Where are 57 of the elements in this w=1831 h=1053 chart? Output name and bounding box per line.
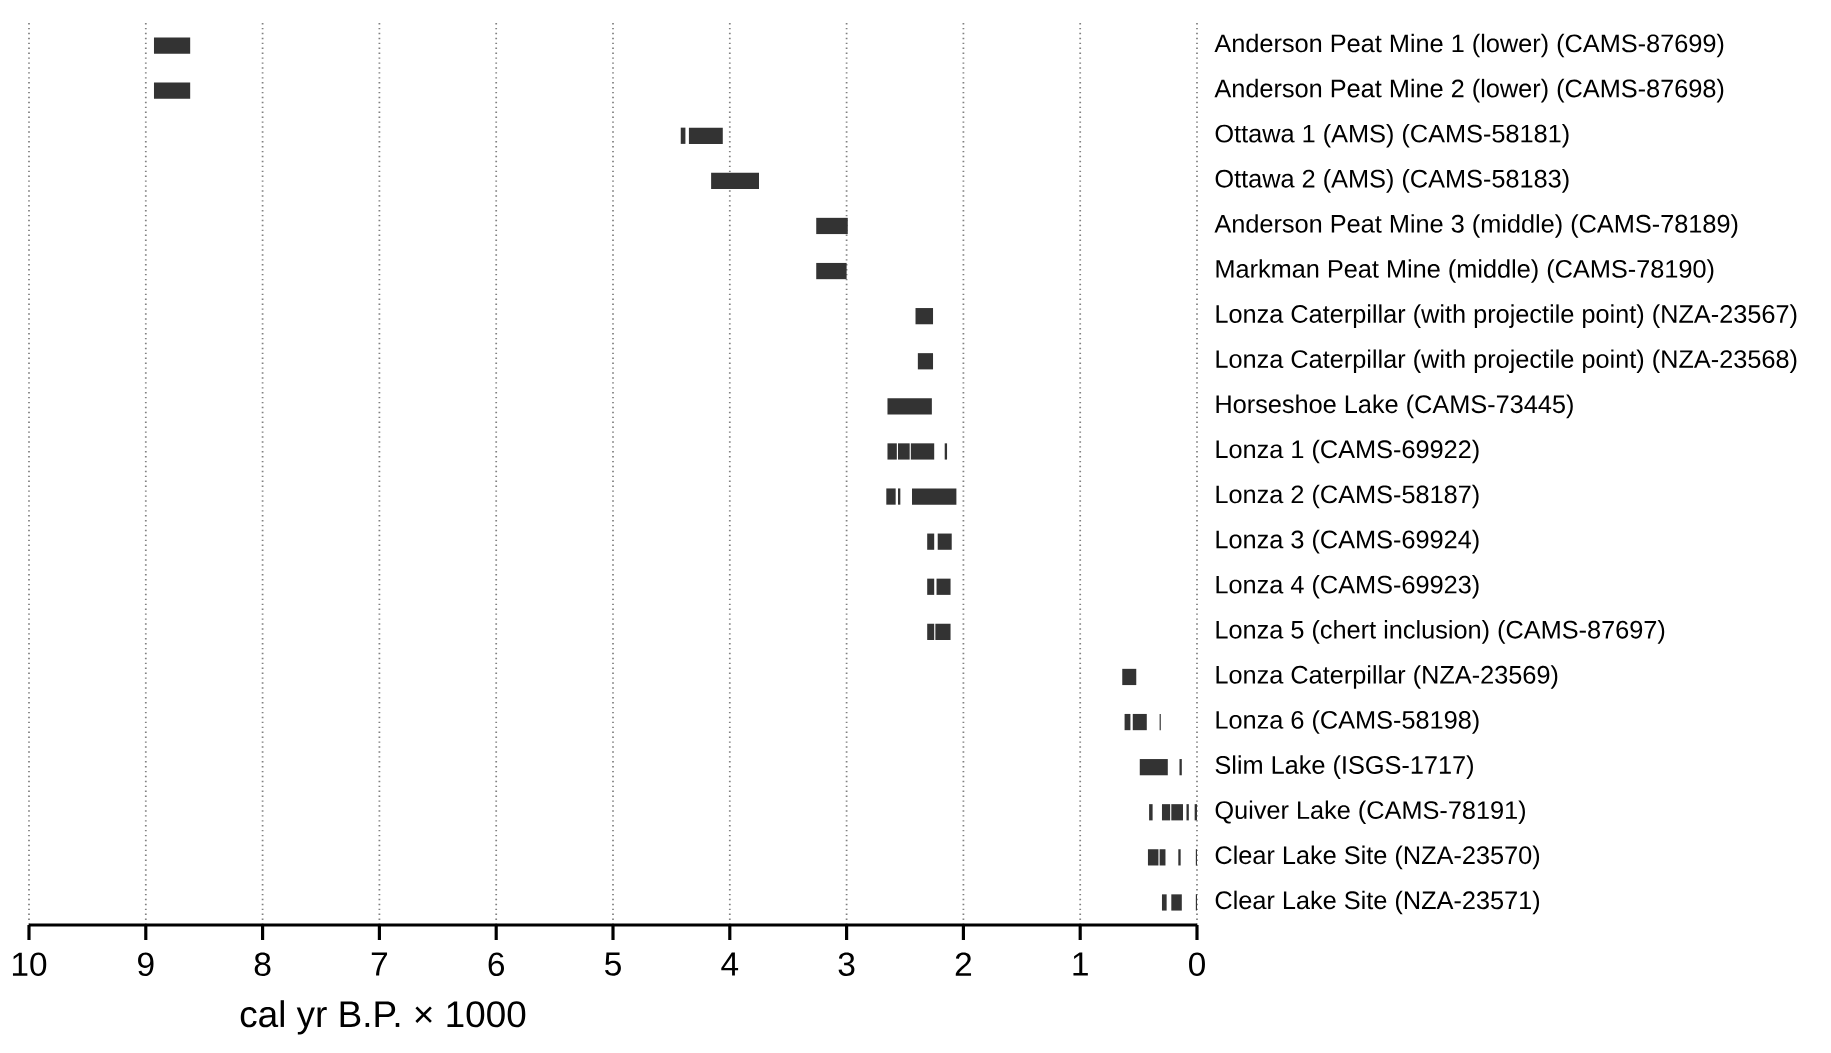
- y-tick-label: Quiver Lake (CAMS-78191): [1215, 800, 1525, 825]
- y-tick-label: Markman Peat Mine (middle) (CAMS-78190): [1216, 259, 1714, 283]
- x-tick-label: 1: [1073, 952, 1088, 976]
- bar: [912, 488, 957, 505]
- x-tick-label: 0: [1189, 952, 1205, 977]
- y-tick-label: Horseshoe Lake (CAMS-73445): [1216, 394, 1573, 419]
- bar: [886, 488, 896, 505]
- y-tick-label: Clear Lake Site (NZA-23571): [1215, 890, 1540, 915]
- bar: [816, 217, 848, 235]
- y-tick-label: Lonza 5 (chert inclusion) (CAMS-87697): [1216, 620, 1665, 644]
- bar: [711, 172, 759, 189]
- bar: [1147, 849, 1159, 866]
- x-tick-label: 9: [138, 952, 154, 977]
- y-tick-label: Lonza 2 (CAMS-58187): [1216, 484, 1479, 509]
- y-tick-label: Ottawa 1 (AMS) (CAMS-58181): [1215, 123, 1569, 148]
- bar: [915, 308, 934, 325]
- x-axis-title: cal yr B.P. × 1000: [240, 1000, 526, 1035]
- bar: [153, 37, 191, 54]
- bar: [927, 578, 935, 595]
- y-tick-label: Lonza 3 (CAMS-69924): [1216, 529, 1479, 554]
- x-tick-label: 5: [605, 952, 621, 976]
- bar: [1186, 804, 1189, 821]
- bar: [917, 353, 934, 370]
- y-tick-label: Ottawa 2 (AMS) (CAMS-58183): [1215, 169, 1569, 193]
- y-tick-label: Anderson Peat Mine 3 (middle) (CAMS-78189): [1214, 214, 1738, 238]
- bar: [927, 533, 935, 550]
- y-tick-label: Clear Lake Site (NZA-23570): [1215, 845, 1540, 870]
- bar: [1178, 849, 1181, 866]
- y-tick-label: Lonza 1 (CAMS-69922): [1216, 439, 1479, 464]
- y-tick-label: Lonza Caterpillar (with projectile point) (NZA-23567): [1216, 304, 1797, 328]
- x-tick-label: 2: [955, 952, 972, 976]
- bar: [887, 398, 932, 415]
- y-tick-label: Lonza Caterpillar (NZA-23569): [1216, 665, 1558, 689]
- bar: [1179, 759, 1182, 776]
- bar: [1149, 804, 1153, 821]
- x-tick-label: 6: [488, 952, 504, 977]
- bar: [1171, 894, 1182, 911]
- bar: [1161, 894, 1167, 911]
- y-tick-label: Anderson Peat Mine 2 (lower) (CAMS-87698): [1214, 78, 1724, 103]
- y-tick-label: Lonza 4 (CAMS-69923): [1216, 574, 1479, 599]
- bar: [153, 82, 191, 99]
- bar: [688, 127, 723, 144]
- bar: [936, 578, 951, 595]
- x-tick-label: 3: [838, 952, 855, 977]
- bar: [816, 262, 847, 280]
- y-tick-label: Slim Lake (ISGS-1717): [1215, 755, 1473, 779]
- x-tick-label: 8: [254, 952, 271, 977]
- y-tick-label: Lonza Caterpillar (with projectile point) (NZA-23568): [1216, 349, 1797, 374]
- y-tick-label: Anderson Peat Mine 1 (lower) (CAMS-87699): [1214, 33, 1724, 58]
- x-tick-label: 7: [371, 952, 388, 976]
- x-tick-label: 4: [721, 952, 739, 976]
- bar: [937, 533, 952, 550]
- x-tick-label: 10: [12, 952, 47, 977]
- y-tick-label: Lonza 6 (CAMS-58198): [1216, 710, 1479, 734]
- bar: [1139, 759, 1168, 776]
- bar: [1122, 668, 1137, 686]
- bar: [1132, 713, 1147, 731]
